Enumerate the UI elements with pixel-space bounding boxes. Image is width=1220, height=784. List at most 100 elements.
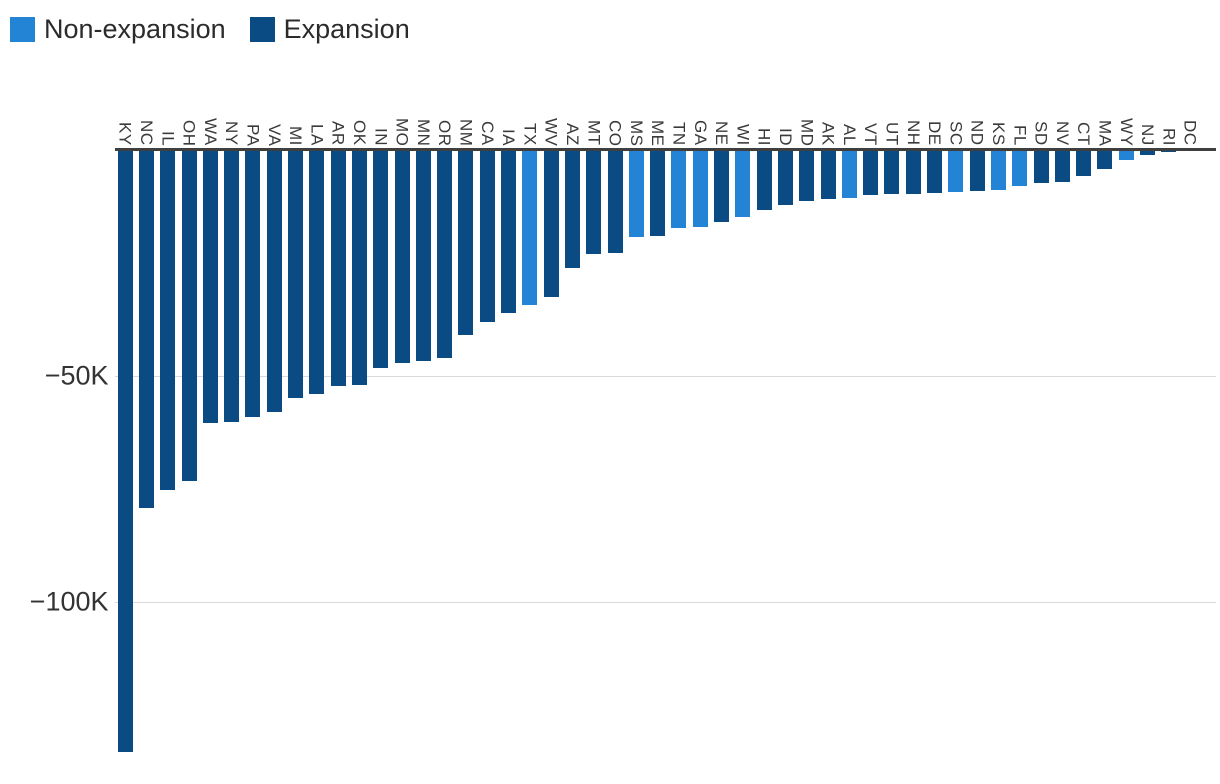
x-axis-label-il: IL xyxy=(158,130,178,146)
bar-nh xyxy=(905,148,921,194)
x-axis-label-mn: MN xyxy=(413,118,433,146)
x-axis-label-wv: WV xyxy=(541,117,561,146)
bar-mt xyxy=(586,148,602,254)
bar-fl xyxy=(1012,148,1028,187)
bar-ia xyxy=(501,148,517,313)
bar-nc xyxy=(138,148,154,509)
x-axis-label-oh: OH xyxy=(179,119,199,147)
x-axis-label-ne: NE xyxy=(712,121,732,146)
bar-ct xyxy=(1076,148,1092,177)
legend-swatch-expansion-icon xyxy=(249,17,275,42)
x-axis-label-nd: ND xyxy=(967,120,987,146)
x-axis-label-id: ID xyxy=(775,128,795,146)
x-axis-label-ny: NY xyxy=(222,121,242,146)
x-axis-label-ms: MS xyxy=(626,119,646,147)
x-axis-label-sd: SD xyxy=(1031,121,1051,146)
bar-in xyxy=(373,148,389,368)
x-axis-label-ia: IA xyxy=(499,128,519,146)
x-axis-label-mo: MO xyxy=(392,117,412,146)
gridline-50000 xyxy=(114,375,1216,377)
x-axis-label-ga: GA xyxy=(690,120,710,146)
x-axis-label-nm: NM xyxy=(456,118,476,146)
x-axis-label-me: ME xyxy=(648,119,668,147)
bar-nm xyxy=(458,148,474,335)
legend-item-non-expansion: Non-expansion xyxy=(10,16,226,43)
x-axis-label-al: AL xyxy=(839,124,859,146)
bar-il xyxy=(160,148,176,490)
bar-tx xyxy=(522,148,538,306)
bar-wa xyxy=(202,148,218,424)
legend-label-expansion: Expansion xyxy=(283,14,410,44)
bar-oh xyxy=(181,148,197,481)
bar-ne xyxy=(714,148,730,223)
y-tick-label-50000: −50K xyxy=(44,360,109,390)
x-axis-label-ar: AR xyxy=(328,121,348,146)
bar-tn xyxy=(671,148,687,228)
x-axis-label-ak: AK xyxy=(818,122,838,146)
legend-swatch-non-expansion-icon xyxy=(10,17,35,42)
bar-vt xyxy=(863,148,879,196)
x-axis-label-in: IN xyxy=(371,128,391,146)
bar-mo xyxy=(394,148,410,364)
x-axis-label-la: LA xyxy=(307,124,327,146)
bar-ky xyxy=(117,148,133,753)
bar-nd xyxy=(969,148,985,192)
legend-item-expansion: Expansion xyxy=(249,14,410,44)
bar-sd xyxy=(1033,148,1049,183)
bar-pa xyxy=(245,148,261,418)
bar-al xyxy=(841,148,857,198)
bar-ak xyxy=(820,148,836,200)
x-axis-zero-line xyxy=(114,148,1216,151)
x-axis-label-va: VA xyxy=(264,123,284,146)
legend-label-non-expansion: Non-expansion xyxy=(44,14,226,44)
x-axis-label-co: CO xyxy=(605,119,625,147)
bar-wi xyxy=(735,148,751,218)
x-axis-label-az: AZ xyxy=(562,123,582,146)
x-axis-label-mi: MI xyxy=(286,126,306,146)
x-axis-label-sc: SC xyxy=(946,121,966,146)
x-axis-label-ca: CA xyxy=(477,121,497,146)
x-axis-label-nh: NH xyxy=(903,120,923,146)
x-axis-label-wa: WA xyxy=(200,118,220,146)
bar-sc xyxy=(948,148,964,193)
bar-ny xyxy=(224,148,240,423)
bar-mi xyxy=(288,148,304,399)
x-axis-label-de: DE xyxy=(925,121,945,146)
x-axis-label-nc: NC xyxy=(136,120,156,146)
x-axis-label-ut: UT xyxy=(882,122,902,146)
bar-ca xyxy=(479,148,495,322)
bar-ok xyxy=(351,148,367,385)
bar-ma xyxy=(1097,148,1113,169)
bar-or xyxy=(437,148,453,359)
x-axis-label-ks: KS xyxy=(988,122,1008,146)
bar-id xyxy=(777,148,793,205)
x-axis-label-dc: DC xyxy=(1180,120,1200,146)
x-axis-label-wy: WY xyxy=(1116,117,1136,146)
x-axis-label-fl: FL xyxy=(1010,125,1030,146)
bar-de xyxy=(927,148,943,194)
legend: Non-expansion Expansion xyxy=(10,16,410,43)
x-axis-label-wi: WI xyxy=(733,124,753,146)
bar-ms xyxy=(628,148,644,238)
bar-az xyxy=(564,148,580,269)
bar-mn xyxy=(415,148,431,362)
bar-ga xyxy=(692,148,708,228)
x-axis-label-ok: OK xyxy=(349,120,369,146)
bar-me xyxy=(650,148,666,236)
x-axis-label-hi: HI xyxy=(754,128,774,146)
y-tick-label-100000: −100K xyxy=(29,586,109,616)
bar-md xyxy=(799,148,815,201)
x-axis-label-mt: MT xyxy=(584,120,604,146)
x-axis-label-ky: KY xyxy=(115,122,135,146)
x-axis-label-tn: TN xyxy=(669,122,689,146)
x-axis-label-vt: VT xyxy=(861,123,881,146)
bar-nj xyxy=(1140,148,1156,155)
x-axis-label-nv: NV xyxy=(1052,121,1072,146)
bar-co xyxy=(607,148,623,253)
bar-wy xyxy=(1118,148,1134,160)
bar-ar xyxy=(330,148,346,387)
x-axis-label-md: MD xyxy=(797,118,817,146)
gridline-100000 xyxy=(114,601,1216,603)
bar-wv xyxy=(543,148,559,298)
